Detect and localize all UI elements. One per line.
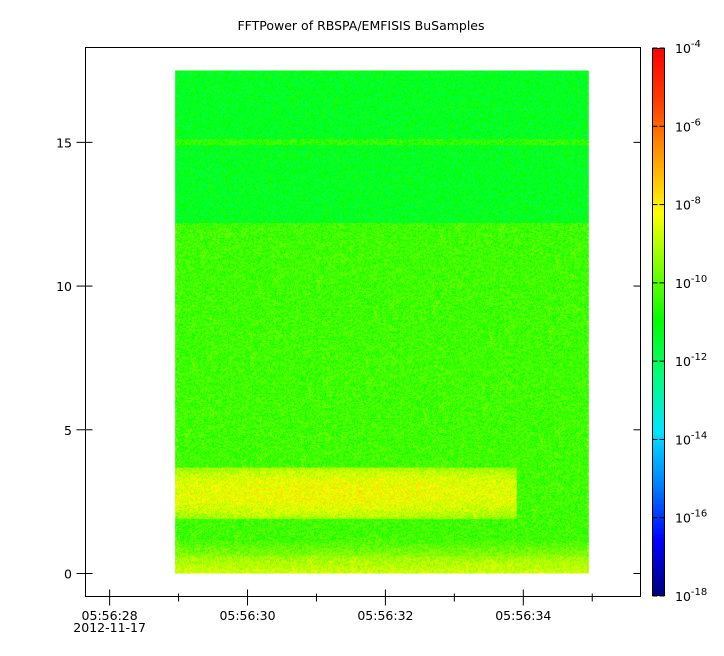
- colorbar-tick-label: 10-8: [675, 196, 701, 213]
- colorbar-tick-label: 10-6: [675, 117, 701, 134]
- colorbar: 10-4 10-6 10-8 10-10 10-12 10-14 10-16 10-18: [652, 39, 707, 604]
- x-tick-label: 05:56:32: [357, 608, 413, 623]
- y-tick-label: 0: [64, 567, 72, 582]
- colorbar-tick-label: 10-18: [675, 587, 707, 604]
- colorbar-tick-label: 10-14: [675, 430, 707, 447]
- x-tick-label: 05:56:28: [82, 608, 138, 623]
- y-tick-label: 10: [56, 279, 72, 294]
- spectrogram-image: [175, 70, 589, 574]
- x-tick-sublabel: 2012-11-17: [73, 620, 146, 635]
- y-axis: 0 5 10 15: [56, 135, 641, 582]
- x-tick-label: 05:56:30: [219, 608, 275, 623]
- y-tick-label: 15: [56, 135, 72, 150]
- colorbar-tick-label: 10-4: [675, 39, 701, 56]
- colorbar-tick-label: 10-10: [675, 274, 707, 291]
- colorbar-tick-label: 10-12: [675, 352, 707, 369]
- chart-title: FFTPower of RBSPA/EMFISIS BuSamples: [237, 18, 484, 33]
- colorbar-tick-label: 10-16: [675, 509, 707, 526]
- y-tick-label: 5: [64, 423, 72, 438]
- x-tick-label: 05:56:34: [495, 608, 551, 623]
